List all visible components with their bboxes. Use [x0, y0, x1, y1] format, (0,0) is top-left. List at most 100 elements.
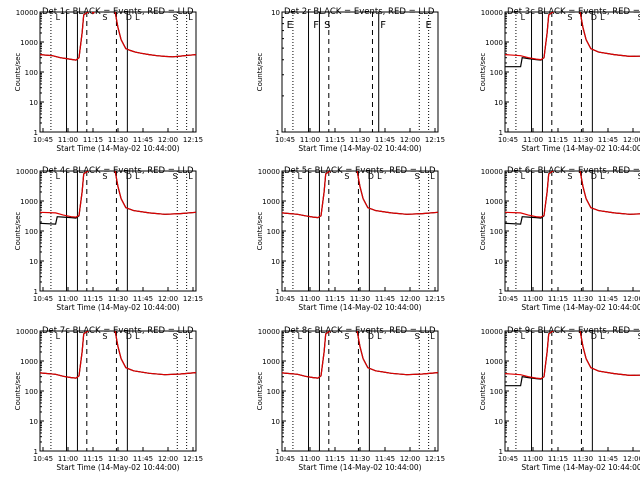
marker-letter: D [126, 332, 132, 341]
x-tick-label: 10:45 [275, 295, 295, 303]
x-tick-label: 11:30 [573, 295, 593, 303]
marker-letter: L [298, 332, 303, 341]
y-tick-label: 100 [267, 388, 280, 396]
marker-letter: F [380, 20, 386, 31]
x-tick-label: 11:15 [325, 295, 345, 303]
marker-letter: L [430, 332, 435, 341]
y-tick-label: 10000 [16, 328, 38, 336]
y-tick-label: 1 [499, 129, 503, 137]
marker-letter: S [102, 332, 107, 341]
y-tick-label: 1 [276, 448, 280, 456]
marker-letter: S [102, 13, 107, 22]
x-tick-label: 11:45 [598, 136, 618, 144]
chart-panel-2: Det 2r BLACK = Events, RED = LLD11010:45… [256, 7, 445, 153]
y-tick-label: 10 [29, 99, 38, 107]
marker-letter: L [298, 172, 303, 181]
chart-panel-7: Det 7c BLACK = Events, RED = LLD11010010… [14, 326, 203, 472]
x-axis-label: Start Time (14-May-02 10:44:00) [56, 303, 179, 312]
y-tick-label: 10000 [16, 9, 38, 17]
x-tick-label: 11:15 [83, 455, 103, 463]
y-tick-label: 1000 [20, 198, 38, 206]
marker-letter: F [313, 20, 319, 31]
x-tick-label: 11:15 [325, 455, 345, 463]
x-tick-label: 11:30 [108, 295, 128, 303]
marker-letter: L [600, 13, 605, 22]
events-series-line [505, 12, 640, 68]
y-axis-label: Counts/sec [14, 53, 22, 92]
x-tick-label: 12:00 [158, 295, 178, 303]
x-tick-label: 12:15 [183, 455, 203, 463]
marker-letter: L [135, 332, 140, 341]
y-tick-label: 10000 [481, 328, 503, 336]
y-tick-label: 1 [276, 129, 280, 137]
x-tick-label: 11:00 [58, 295, 78, 303]
marker-letter: L [188, 172, 193, 181]
marker-letter: L [56, 172, 61, 181]
y-tick-label: 100 [267, 228, 280, 236]
marker-letter: D [591, 13, 597, 22]
x-tick-label: 11:45 [375, 295, 395, 303]
y-tick-label: 10000 [481, 168, 503, 176]
marker-letter: D [368, 172, 374, 181]
marker-letter: L [521, 13, 526, 22]
y-axis-label: Counts/sec [256, 53, 264, 92]
marker-letter: S [638, 13, 640, 22]
x-tick-label: 11:45 [375, 136, 395, 144]
marker-letter: L [188, 13, 193, 22]
y-tick-label: 1 [34, 288, 38, 296]
y-tick-label: 10 [29, 258, 38, 266]
chart-panel-8: Det 8c BLACK = Events, RED = LLD11010010… [256, 326, 445, 472]
y-tick-label: 10000 [16, 168, 38, 176]
marker-letter: S [415, 332, 420, 341]
marker-letter: S [415, 172, 420, 181]
marker-letter: D [126, 13, 132, 22]
marker-letter: L [56, 332, 61, 341]
y-tick-label: 10000 [258, 168, 280, 176]
x-tick-label: 12:15 [183, 295, 203, 303]
chart-panel-9: Det 9c BLACK = Events, RED = LLD11010010… [479, 326, 640, 472]
y-axis-label: Counts/sec [256, 372, 264, 411]
x-axis-label: Start Time (14-May-02 10:44:00) [56, 463, 179, 472]
lld-series-line [40, 331, 196, 379]
x-tick-label: 11:15 [548, 136, 568, 144]
y-tick-label: 1000 [20, 39, 38, 47]
marker-letter: S [638, 332, 640, 341]
y-tick-label: 100 [490, 228, 503, 236]
y-tick-label: 1000 [20, 358, 38, 366]
y-tick-label: 1 [34, 129, 38, 137]
marker-letter: S [173, 13, 178, 22]
plot-frame [281, 11, 439, 133]
marker-letter: L [521, 332, 526, 341]
marker-letter: L [56, 13, 61, 22]
x-axis-label: Start Time (14-May-02 10:44:00) [521, 144, 640, 153]
x-tick-label: 12:15 [425, 455, 445, 463]
x-tick-label: 11:15 [548, 455, 568, 463]
x-tick-label: 11:30 [350, 295, 370, 303]
lld-series-line [282, 171, 438, 219]
y-tick-label: 100 [25, 69, 38, 77]
x-tick-label: 10:45 [33, 136, 53, 144]
y-tick-label: 10 [29, 418, 38, 426]
events-series-line [505, 331, 640, 387]
x-tick-label: 11:00 [300, 136, 320, 144]
marker-letter: S [638, 172, 640, 181]
x-tick-label: 11:45 [598, 295, 618, 303]
x-axis-label: Start Time (14-May-02 10:44:00) [298, 463, 421, 472]
chart-panel-3: Det 3c BLACK = Events, RED = LLD11010010… [479, 7, 640, 153]
marker-letter: E [287, 20, 293, 31]
y-tick-label: 10 [494, 99, 503, 107]
y-tick-label: 10 [271, 258, 280, 266]
y-tick-label: 1000 [262, 198, 280, 206]
y-tick-label: 1000 [485, 198, 503, 206]
marker-letter: S [173, 172, 178, 181]
x-axis-label: Start Time (14-May-02 10:44:00) [521, 303, 640, 312]
y-tick-label: 1 [34, 448, 38, 456]
y-axis-label: Counts/sec [479, 372, 487, 411]
marker-letter: S [567, 332, 572, 341]
y-tick-label: 100 [490, 69, 503, 77]
x-tick-label: 10:45 [498, 136, 518, 144]
x-tick-label: 12:00 [158, 136, 178, 144]
x-axis-label: Start Time (14-May-02 10:44:00) [298, 144, 421, 153]
y-tick-label: 10 [271, 9, 280, 17]
y-tick-label: 1000 [485, 39, 503, 47]
